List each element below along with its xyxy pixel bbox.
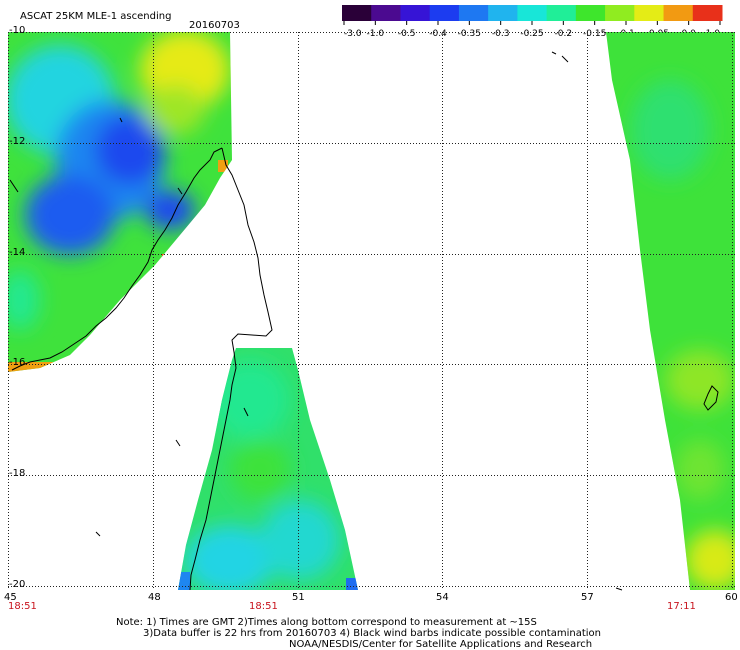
colorbar-label: -0.25 (520, 29, 543, 39)
colorbar-label: -0.4 (429, 29, 447, 39)
colorbar-label: -0.5 (398, 29, 416, 39)
colorbar-label: -1.0 (367, 29, 385, 39)
colorbar-swatch (371, 5, 401, 21)
time-label: 18:51 (8, 601, 37, 612)
date-label: 20160703 (189, 20, 240, 31)
east-swath (606, 32, 735, 590)
lon-label: 48 (148, 592, 161, 603)
west-swath (8, 32, 232, 372)
time-label: 18:51 (249, 601, 278, 612)
colorbar-label: -3.0 (344, 29, 362, 39)
colorbar-swatch (342, 5, 372, 21)
colorbar-swatch (546, 5, 577, 21)
lon-label: 51 (292, 592, 305, 603)
colorbar-swatch (400, 5, 431, 21)
lon-label: 57 (581, 592, 594, 603)
lon-label: 45 (4, 592, 17, 603)
colorbar-swatch (605, 5, 635, 21)
colorbar-label: -0.15 (583, 29, 606, 39)
lon-label: 54 (436, 592, 449, 603)
note-line-2: 3)Data buffer is 22 hrs from 20160703 4)… (143, 628, 601, 639)
madagascar-coastline (11, 147, 273, 591)
lat-label: -10 (9, 25, 26, 36)
note-line-1: Note: 1) Times are GMT 2)Times along bot… (116, 617, 537, 628)
reunion-mauritius-islands (615, 385, 719, 591)
lat-label: -16 (9, 357, 26, 368)
colorbar-swatch (575, 5, 606, 21)
graticule (8, 32, 735, 590)
lat-label: -14 (9, 247, 26, 258)
colorbar-swatch (488, 5, 518, 21)
comoros-islands (9, 51, 569, 537)
colorbar-swatch (663, 5, 694, 21)
lon-label: 60 (725, 592, 738, 603)
colorbar: -3.0-1.0-0.5-0.4-0.35-0.3-0.25-0.2-0.15-… (342, 5, 723, 39)
colorbar-swatch (429, 5, 460, 21)
lat-label: -18 (9, 468, 26, 479)
middle-swath (178, 348, 358, 590)
colorbar-swatch (692, 5, 723, 21)
lat-label: -12 (9, 136, 26, 147)
colorbar-swatch (458, 5, 489, 21)
time-label: 17:11 (667, 601, 696, 612)
colorbar-label: -0.35 (458, 29, 481, 39)
colorbar-swatch (634, 5, 665, 21)
colorbar-label: -0.3 (492, 29, 510, 39)
colorbar-label: -0.2 (555, 29, 573, 39)
note-line-3: NOAA/NESDIS/Center for Satellite Applica… (289, 639, 593, 650)
lat-label: -20 (9, 579, 26, 590)
colorbar-swatch (517, 5, 548, 21)
product-title: ASCAT 25KM MLE-1 ascending (20, 11, 172, 22)
